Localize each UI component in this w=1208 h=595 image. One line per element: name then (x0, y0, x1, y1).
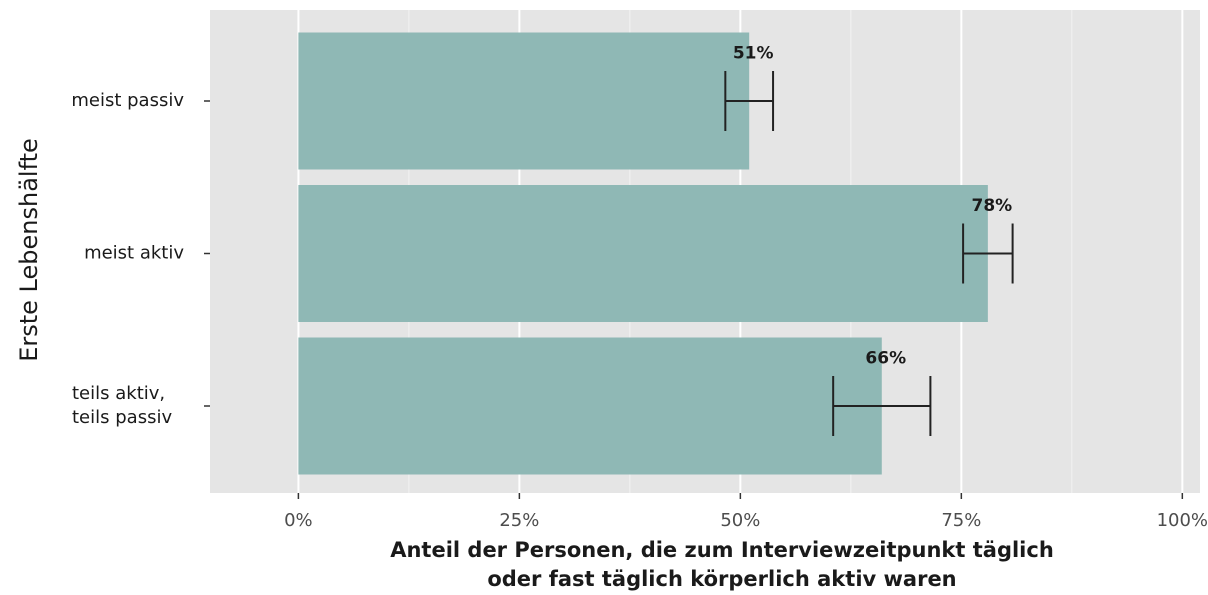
x-tick-label: 50% (720, 510, 760, 531)
data-label: 78% (972, 196, 1013, 216)
x-tick-label: 25% (499, 510, 539, 531)
x-tick-label: 75% (941, 510, 981, 531)
y-tick-label: meist passiv (71, 90, 184, 111)
bar (298, 337, 882, 475)
bar (298, 32, 750, 170)
bar (298, 185, 988, 322)
x-axis-label: oder fast täglich körperlich aktiv waren (487, 567, 956, 591)
data-label: 51% (733, 44, 774, 64)
x-tick-label: 100% (1157, 510, 1208, 531)
data-label: 66% (865, 349, 906, 369)
x-axis-label: Anteil der Personen, die zum Interviewze… (390, 538, 1054, 562)
y-tick-label: teils aktiv, teils passiv (72, 383, 172, 428)
y-axis-label: Erste Lebenshälfte (15, 138, 43, 362)
x-tick-label: 0% (284, 510, 313, 531)
y-tick-label: meist aktiv (84, 243, 184, 264)
